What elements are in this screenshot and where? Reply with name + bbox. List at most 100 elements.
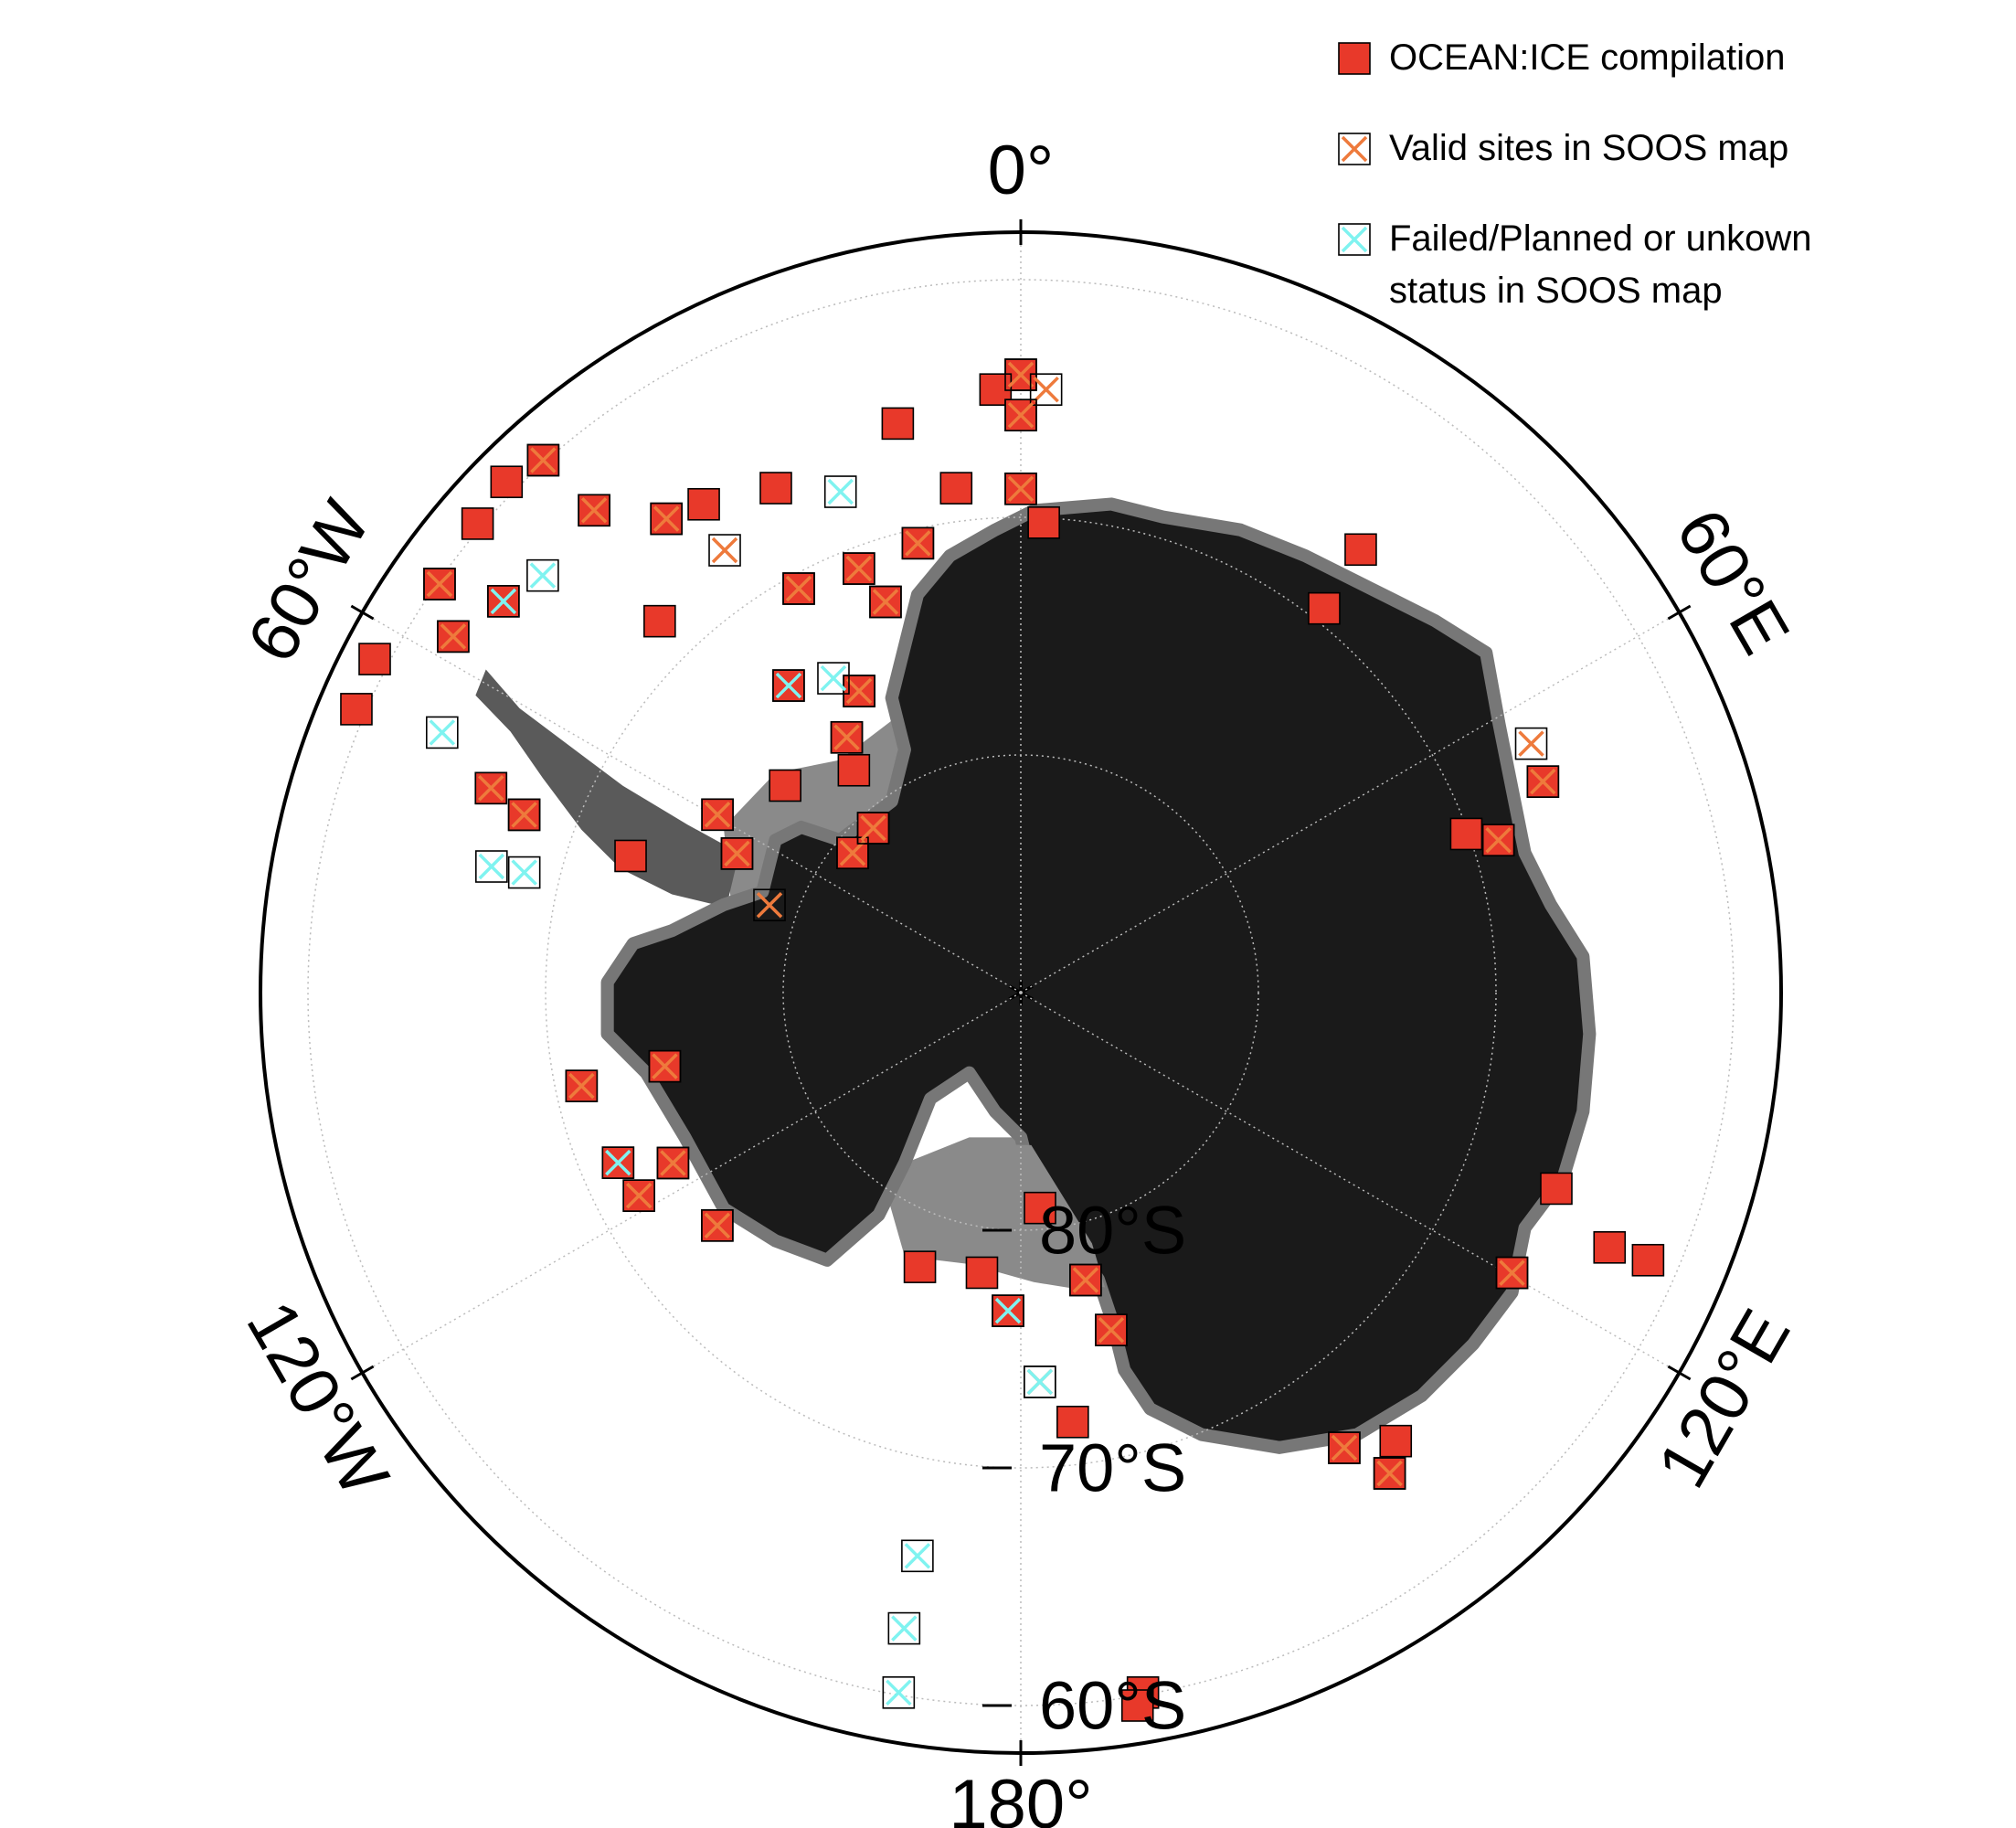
site-cross bbox=[507, 798, 541, 832]
marker-box bbox=[507, 856, 541, 889]
marker-square bbox=[769, 769, 801, 802]
marker-box bbox=[772, 669, 805, 702]
site-cross bbox=[901, 1539, 934, 1573]
site-square bbox=[1593, 1230, 1627, 1264]
marker-cross bbox=[440, 623, 467, 650]
marker-square bbox=[939, 472, 973, 505]
marker-square bbox=[687, 487, 720, 521]
site-square bbox=[461, 507, 494, 540]
site-cross bbox=[701, 1209, 734, 1242]
marker-box bbox=[1004, 358, 1037, 391]
marker-box bbox=[843, 675, 875, 707]
site-cross bbox=[474, 771, 508, 805]
legend-marker bbox=[1338, 223, 1371, 256]
markers bbox=[340, 358, 1665, 1722]
marker-square bbox=[1593, 1230, 1627, 1264]
legend-marker bbox=[1338, 133, 1371, 165]
site-cross bbox=[1004, 399, 1037, 432]
site-cross bbox=[1095, 1313, 1128, 1346]
marker-square bbox=[759, 472, 792, 505]
site-square bbox=[759, 472, 792, 505]
marker-square bbox=[1308, 591, 1341, 625]
site-cross bbox=[650, 502, 683, 536]
marker-cross bbox=[905, 530, 931, 557]
site-cross bbox=[1495, 1256, 1529, 1290]
site-cross bbox=[1481, 824, 1515, 857]
lon-grid-line bbox=[1020, 611, 1680, 994]
marker-cross bbox=[1098, 1316, 1125, 1344]
marker-square bbox=[1024, 1191, 1056, 1225]
marker-square bbox=[837, 753, 871, 787]
site-square bbox=[358, 643, 391, 675]
site-cross bbox=[578, 494, 610, 527]
marker-box bbox=[882, 1676, 916, 1709]
site-cross bbox=[487, 585, 520, 618]
marker-box bbox=[1495, 1256, 1529, 1290]
marker-cross bbox=[1026, 1368, 1054, 1396]
site-cross bbox=[475, 850, 508, 883]
marker-box bbox=[823, 475, 857, 508]
marker-box bbox=[650, 502, 683, 536]
marker-square bbox=[881, 407, 915, 441]
marker-box bbox=[701, 1209, 734, 1242]
legend-label: Valid sites in SOOS map bbox=[1389, 128, 1789, 168]
site-cross bbox=[507, 856, 541, 889]
marker-square bbox=[1338, 42, 1371, 75]
marker-box bbox=[887, 1611, 921, 1645]
marker-square bbox=[461, 507, 494, 540]
marker-cross bbox=[580, 497, 608, 524]
marker-box bbox=[701, 798, 734, 832]
site-square bbox=[1024, 1191, 1056, 1225]
site-square bbox=[939, 472, 973, 505]
marker-square bbox=[1120, 1689, 1154, 1722]
marker-box bbox=[1004, 472, 1037, 505]
site-square bbox=[340, 693, 373, 726]
site-cross bbox=[526, 558, 559, 592]
marker-box bbox=[601, 1146, 635, 1179]
marker-cross bbox=[1341, 226, 1368, 253]
marker-cross bbox=[625, 1182, 653, 1209]
site-cross bbox=[720, 837, 754, 870]
marker-square bbox=[1540, 1172, 1573, 1206]
marker-cross bbox=[704, 1212, 731, 1239]
site-cross bbox=[1029, 373, 1063, 406]
marker-square bbox=[1056, 1405, 1089, 1439]
marker-cross bbox=[827, 478, 854, 505]
marker-cross bbox=[860, 814, 886, 842]
marker-box bbox=[1481, 824, 1515, 857]
legend-marker bbox=[1338, 42, 1371, 75]
landmass bbox=[475, 497, 1597, 1454]
site-square bbox=[490, 465, 524, 499]
marker-square bbox=[643, 604, 676, 638]
marker-box bbox=[437, 620, 470, 654]
marker-cross bbox=[1341, 135, 1368, 163]
lon-grid-line bbox=[1020, 992, 1680, 1374]
site-square bbox=[965, 1256, 999, 1290]
lon-tick-label: 120°E bbox=[1643, 1297, 1806, 1501]
site-square bbox=[1540, 1172, 1573, 1206]
site-cross bbox=[526, 443, 560, 477]
ice-shelf-fill bbox=[910, 1143, 1106, 1288]
site-cross bbox=[1514, 727, 1548, 760]
marker-box bbox=[856, 812, 890, 845]
legend-label: Failed/Planned or unkown status in SOOS … bbox=[1389, 218, 1812, 311]
marker-square bbox=[1631, 1243, 1665, 1277]
marker-box bbox=[1069, 1263, 1102, 1297]
site-cross bbox=[1004, 358, 1037, 391]
site-cross bbox=[601, 1146, 635, 1179]
marker-cross bbox=[872, 589, 899, 615]
marker-box bbox=[423, 568, 456, 600]
site-square bbox=[1056, 1405, 1089, 1439]
marker-cross bbox=[1376, 1460, 1403, 1487]
site-cross bbox=[656, 1146, 690, 1180]
site-square bbox=[837, 753, 871, 787]
site-cross bbox=[856, 812, 890, 845]
site-square bbox=[1631, 1243, 1665, 1277]
marker-square bbox=[614, 839, 647, 873]
marker-cross bbox=[1485, 826, 1512, 854]
marker-box bbox=[1004, 399, 1037, 432]
marker-cross bbox=[429, 719, 456, 746]
marker-box bbox=[720, 837, 754, 870]
